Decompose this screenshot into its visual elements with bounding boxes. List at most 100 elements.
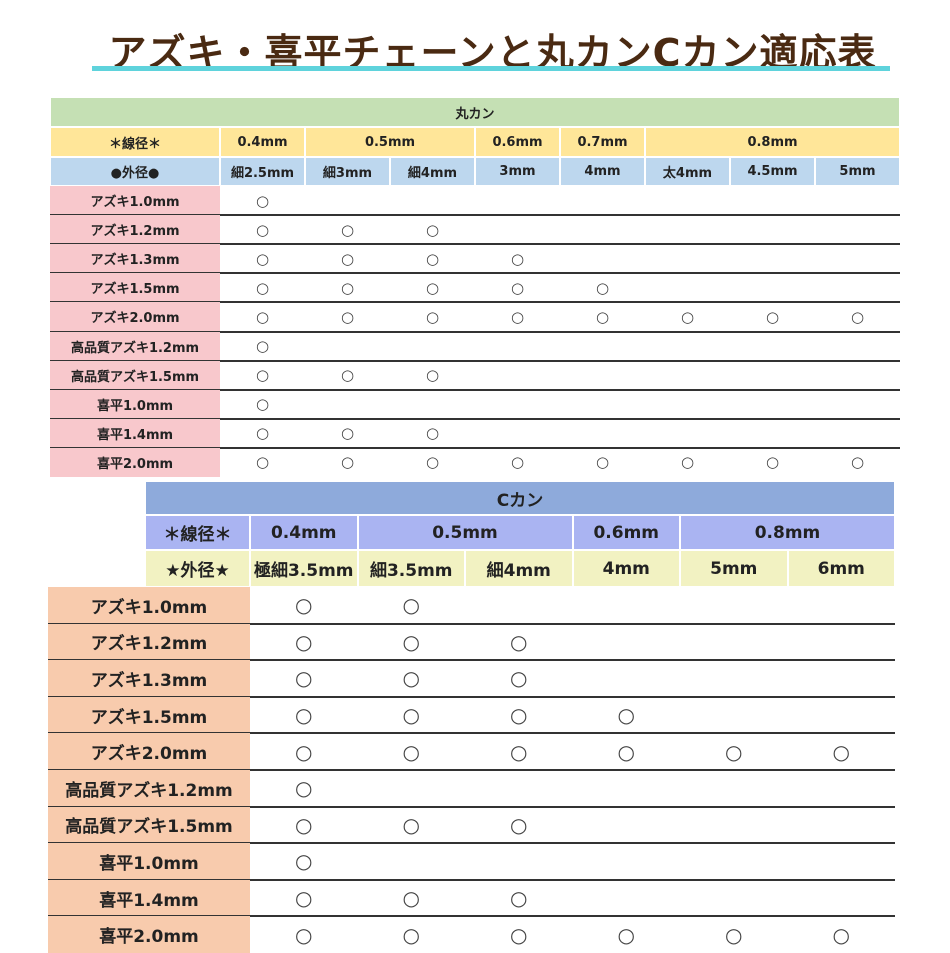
compatibility-mark: ○ [425, 278, 440, 297]
compatibility-mark: ○ [295, 593, 313, 618]
compatibility-mark [465, 843, 573, 880]
row-label: アズキ2.0mm [50, 302, 220, 332]
compatibility-mark [730, 186, 815, 215]
compatibility-mark [573, 880, 681, 917]
outer-diameter-label: ★外径★ [145, 550, 250, 587]
wire-diameter-label: ＊線径＊ [145, 515, 250, 550]
compatibility-mark [560, 244, 645, 273]
compatibility-mark: ○ [340, 366, 355, 385]
compatibility-mark [475, 419, 560, 448]
compatibility-mark: ○ [510, 629, 528, 654]
outer-diameter-header: 細4mm [390, 157, 475, 186]
compatibility-mark: ○ [340, 220, 355, 239]
compatibility-mark: ○ [510, 812, 528, 837]
wire-diameter-header: 0.8mm [680, 515, 895, 550]
compatibility-mark [475, 215, 560, 244]
title-underline [92, 66, 890, 71]
compatibility-mark [788, 880, 896, 917]
compatibility-mark [730, 332, 815, 361]
compatibility-mark: ○ [425, 424, 440, 443]
wire-diameter-header: 0.4mm [220, 127, 305, 157]
row-label: アズキ2.0mm [48, 733, 250, 770]
compatibility-mark [573, 624, 681, 661]
row-label: アズキ1.5mm [50, 273, 220, 303]
table-header: Cカン [145, 481, 895, 515]
compatibility-mark: ○ [510, 453, 525, 472]
row-label: アズキ1.3mm [48, 660, 250, 697]
compatibility-mark [815, 273, 900, 302]
compatibility-mark: ○ [725, 739, 743, 764]
compatibility-mark [730, 390, 815, 419]
compatibility-mark: ○ [340, 453, 355, 472]
compatibility-mark: ○ [255, 278, 270, 297]
compatibility-mark [645, 419, 730, 448]
compatibility-mark: ○ [295, 922, 313, 947]
compatibility-mark: ○ [340, 249, 355, 268]
compatibility-mark: ○ [832, 739, 850, 764]
compatibility-mark [305, 390, 390, 419]
wire-diameter-header: 0.6mm [475, 127, 560, 157]
compatibility-mark [815, 419, 900, 448]
row-divider [50, 417, 900, 420]
outer-diameter-label: ●外径● [50, 157, 220, 186]
compatibility-mark [730, 215, 815, 244]
compatibility-mark [788, 624, 896, 661]
compatibility-mark [730, 361, 815, 390]
compatibility-mark: ○ [850, 453, 865, 472]
compatibility-mark: ○ [340, 307, 355, 326]
compatibility-mark [815, 361, 900, 390]
compatibility-mark [475, 332, 560, 361]
row-label: 高品質アズキ1.2mm [50, 331, 220, 361]
compatibility-mark [645, 244, 730, 273]
compatibility-mark: ○ [725, 922, 743, 947]
outer-diameter-header: 6mm [787, 550, 895, 587]
wire-diameter-header: 0.7mm [560, 127, 645, 157]
compatibility-mark: ○ [510, 666, 528, 691]
row-divider [48, 769, 895, 771]
row-divider [50, 359, 900, 362]
row-label: アズキ1.2mm [48, 623, 250, 661]
row-label: アズキ1.3mm [50, 244, 220, 274]
compatibility-mark: ○ [402, 629, 420, 654]
compatibility-mark: ○ [402, 703, 420, 728]
compatibility-mark [475, 186, 560, 215]
row-label: 喜平1.0mm [50, 389, 220, 419]
row-divider [48, 659, 895, 662]
row-divider [48, 622, 895, 625]
wire-diameter-header: 0.4mm [250, 515, 358, 550]
outer-diameter-header: 4.5mm [730, 157, 815, 186]
compatibility-mark [465, 770, 573, 807]
table-header: 丸カン [50, 97, 900, 127]
compatibility-mark: ○ [402, 739, 420, 764]
compatibility-mark: ○ [680, 307, 695, 326]
compatibility-mark [680, 660, 788, 697]
compatibility-mark [680, 697, 788, 734]
compatibility-mark: ○ [765, 307, 780, 326]
row-divider [48, 805, 895, 808]
compatibility-mark: ○ [255, 191, 270, 210]
outer-diameter-header: 3mm [475, 157, 560, 186]
compatibility-mark [645, 332, 730, 361]
compatibility-mark [573, 843, 681, 880]
outer-diameter-header: 太4mm [645, 157, 730, 186]
compatibility-mark [788, 770, 896, 807]
row-divider [48, 695, 895, 698]
compatibility-mark: ○ [425, 453, 440, 472]
compatibility-mark: ○ [255, 395, 270, 414]
compatibility-mark [788, 807, 896, 844]
compatibility-mark [645, 273, 730, 302]
compatibility-mark [730, 419, 815, 448]
compatibility-mark: ○ [295, 776, 313, 801]
row-label: 喜平1.4mm [48, 879, 250, 917]
row-divider [48, 878, 895, 881]
compatibility-mark [560, 390, 645, 419]
outer-diameter-header: 細4mm [465, 550, 573, 587]
compatibility-mark: ○ [255, 424, 270, 443]
compatibility-mark: ○ [402, 922, 420, 947]
compatibility-mark: ○ [255, 220, 270, 239]
row-label: アズキ1.5mm [48, 696, 250, 734]
compatibility-mark: ○ [255, 249, 270, 268]
wire-diameter-label: ＊線径＊ [50, 127, 220, 157]
compatibility-mark: ○ [295, 629, 313, 654]
compatibility-mark [815, 390, 900, 419]
